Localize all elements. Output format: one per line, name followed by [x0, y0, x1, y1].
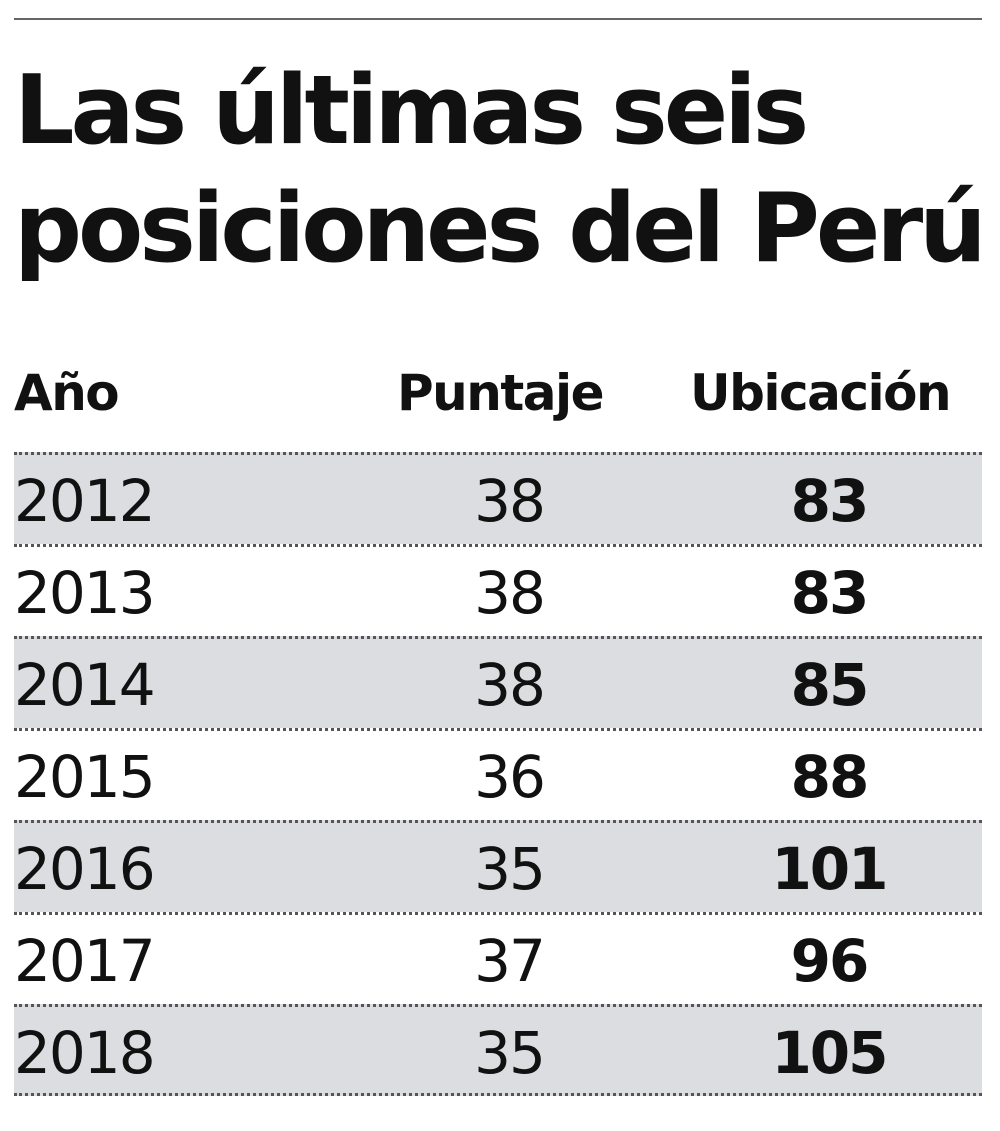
table-row: 2018 35 105	[14, 1004, 982, 1096]
rankings-table: Año Puntaje Ubicación 2012 38 83 2013 38 83 20…	[14, 360, 982, 1096]
cell-year: 2014	[14, 651, 156, 719]
cell-score: 36	[474, 743, 546, 811]
table-row: 2014 38 85	[14, 636, 982, 728]
title-line-2: posiciones del Perú	[14, 174, 987, 284]
table-row: 2016 35 101	[14, 820, 982, 912]
cell-year: 2012	[14, 467, 156, 535]
cell-year: 2018	[14, 1019, 156, 1087]
cell-score: 35	[474, 835, 546, 903]
cell-score: 38	[474, 559, 546, 627]
cell-score: 35	[474, 1019, 546, 1087]
cell-score: 38	[474, 467, 546, 535]
top-rule	[14, 18, 982, 20]
cell-rank: 105	[771, 1019, 888, 1087]
header-score: Puntaje	[397, 364, 605, 422]
table-title: Las últimas seis posiciones del Perú	[14, 52, 987, 288]
cell-year: 2015	[14, 743, 156, 811]
cell-year: 2017	[14, 927, 156, 995]
header-year: Año	[14, 364, 120, 422]
table-body: 2012 38 83 2013 38 83 2014 38 85 2015 36 88 2016 35 10…	[14, 452, 982, 1096]
cell-rank: 88	[790, 743, 870, 811]
cell-year: 2013	[14, 559, 156, 627]
header-rank: Ubicación	[690, 364, 952, 422]
title-line-1: Las últimas seis	[14, 56, 809, 166]
cell-score: 37	[474, 927, 546, 995]
table-row: 2017 37 96	[14, 912, 982, 1004]
cell-rank: 83	[790, 467, 870, 535]
cell-year: 2016	[14, 835, 156, 903]
cell-rank: 101	[771, 835, 888, 903]
cell-rank: 83	[790, 559, 870, 627]
table-header: Año Puntaje Ubicación	[14, 360, 982, 452]
cell-rank: 96	[790, 927, 870, 995]
cell-score: 38	[474, 651, 546, 719]
table-row: 2012 38 83	[14, 452, 982, 544]
cell-rank: 85	[790, 651, 870, 719]
table-row: 2015 36 88	[14, 728, 982, 820]
table-row: 2013 38 83	[14, 544, 982, 636]
